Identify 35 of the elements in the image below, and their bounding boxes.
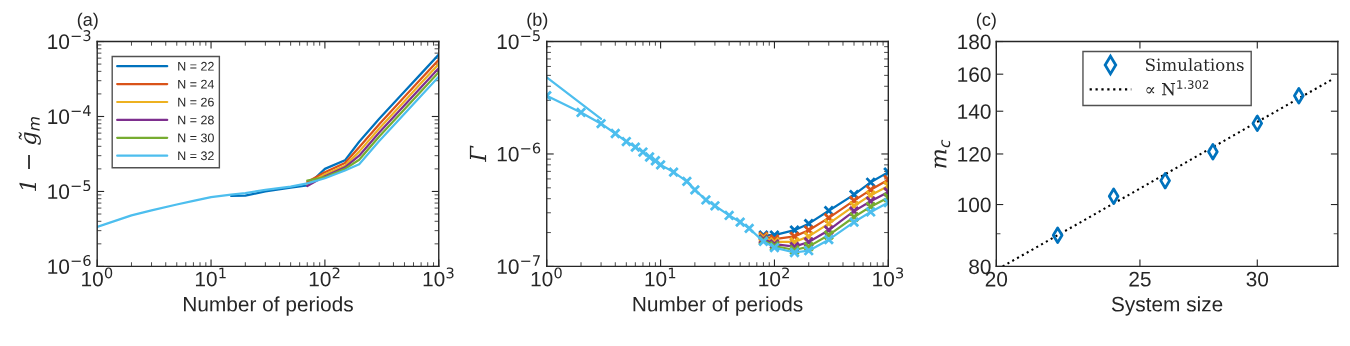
- chart-title: (a): [77, 12, 98, 30]
- legend-label: ∝ N$^{1.302}$: [1146, 80, 1209, 96]
- x-tick-label: 10$^{3}$: [423, 267, 454, 287]
- x-tick-label: 25: [1129, 271, 1151, 287]
- y-axis-title: Γ: [469, 145, 487, 163]
- legend-label: N = 22: [178, 61, 214, 71]
- y-tick-label: 160: [958, 67, 991, 82]
- y-axis-title: m$_{c}$: [934, 139, 951, 168]
- x-tick-label: 10$^{2}$: [759, 267, 789, 287]
- legend-label: N = 30: [178, 133, 214, 143]
- legend-label: Simulations: [1146, 58, 1244, 72]
- legend-label: N = 26: [178, 97, 214, 107]
- x-tick-label: 10$^{1}$: [195, 267, 226, 287]
- y-tick-label: 10$^{−4}$: [48, 105, 91, 125]
- y-axis-title: 1 − g̃$_{m}$: [18, 117, 41, 191]
- x-tick-label: 30: [1246, 271, 1269, 287]
- x-axis-title: System size: [1111, 296, 1223, 316]
- x-tick-label: 10$^{1}$: [645, 267, 676, 287]
- y-tick-label: 10$^{−5}$: [497, 30, 540, 50]
- y-tick-label: 10$^{−3}$: [48, 30, 91, 50]
- y-tick-label: 10$^{−5}$: [48, 180, 91, 200]
- legend-label: N = 24: [178, 79, 215, 89]
- legend-label: N = 32: [178, 151, 214, 161]
- chart-title: (c): [976, 12, 996, 30]
- x-axis-title: Number of periods: [184, 296, 353, 316]
- x-axis-title: Number of periods: [633, 296, 803, 316]
- y-tick-label: 140: [958, 104, 991, 119]
- x-tick-label: 10$^{3}$: [873, 267, 904, 287]
- chart-title: (b): [527, 12, 548, 30]
- legend-label: N = 28: [178, 115, 214, 125]
- y-tick-label: 180: [958, 34, 991, 50]
- x-tick-label: 10$^{2}$: [309, 267, 340, 287]
- y-tick-label: 100: [958, 197, 991, 213]
- y-tick-label: 120: [958, 146, 991, 162]
- y-tick-label: 10$^{−6}$: [497, 142, 541, 162]
